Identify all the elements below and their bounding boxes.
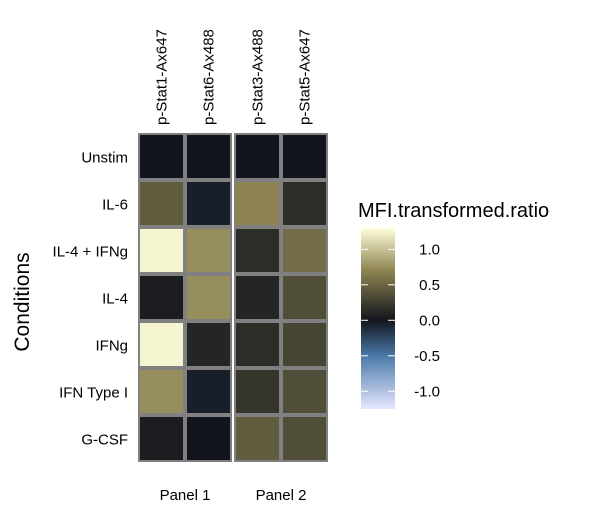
heatmap-cell	[140, 229, 183, 272]
heatmap-cell	[283, 370, 326, 413]
heatmap-cell	[140, 323, 183, 366]
legend-tick-label: 1.0	[419, 241, 440, 258]
row-label: IL-6	[102, 197, 128, 214]
row-label: Unstim	[81, 150, 128, 167]
panel-label: Panel 1	[160, 487, 211, 504]
heatmap-cell	[283, 182, 326, 225]
column-label: p-Stat3-Ax488	[250, 29, 267, 125]
heatmap-cell	[187, 135, 230, 178]
heatmap-cell	[236, 182, 279, 225]
heatmap-cell	[140, 135, 183, 178]
heatmap-cell	[236, 417, 279, 460]
legend-title: MFI.transformed.ratio	[358, 200, 549, 222]
heatmap-cell	[187, 276, 230, 319]
heatmap-cell	[236, 276, 279, 319]
heatmap-cells	[138, 133, 328, 462]
row-label: IL-4 + IFNg	[53, 244, 128, 261]
heatmap-cell	[283, 229, 326, 272]
heatmap-cell	[140, 417, 183, 460]
legend-tick-label: 0.5	[419, 277, 440, 294]
column-label: p-Stat5-Ax647	[297, 29, 314, 125]
legend-tick-label: 0.0	[419, 312, 440, 329]
color-legend: MFI.transformed.ratio 1.0 0.5 0.0 -0.5 -1.0	[358, 200, 549, 409]
row-label: G-CSF	[81, 432, 128, 449]
heatmap-cell	[187, 323, 230, 366]
heatmap-cell	[283, 323, 326, 366]
heatmap-cell	[187, 229, 230, 272]
heatmap-cell	[236, 229, 279, 272]
heatmap-cell	[140, 370, 183, 413]
heatmap-cell	[140, 276, 183, 319]
heatmap-cell	[283, 417, 326, 460]
legend-tick-label: -1.0	[414, 383, 440, 400]
row-labels: Unstim IL-6 IL-4 + IFNg IL-4 IFNg IFN Type I G…	[53, 150, 128, 449]
column-label: p-Stat6-Ax488	[201, 29, 218, 125]
legend-colorbar	[361, 228, 395, 409]
heatmap-cell	[283, 135, 326, 178]
column-labels: p-Stat1-Ax647 p-Stat6-Ax488 p-Stat3-Ax488 p…	[154, 29, 314, 125]
heatmap-cell	[236, 370, 279, 413]
heatmap-cell	[283, 276, 326, 319]
heatmap-cell	[187, 370, 230, 413]
heatmap-cell	[140, 182, 183, 225]
heatmap-cell	[236, 135, 279, 178]
heatmap-cell	[187, 182, 230, 225]
y-axis-title: Conditions	[11, 252, 34, 351]
legend-tick-label: -0.5	[414, 348, 440, 365]
row-label: IL-4	[102, 291, 128, 308]
column-label: p-Stat1-Ax647	[154, 29, 171, 125]
row-label: IFNg	[95, 338, 128, 355]
panel-labels: Panel 1 Panel 2	[160, 487, 307, 504]
heatmap-cell	[236, 323, 279, 366]
row-label: IFN Type I	[59, 385, 128, 402]
heatmap-cell	[187, 417, 230, 460]
panel-label: Panel 2	[256, 487, 307, 504]
